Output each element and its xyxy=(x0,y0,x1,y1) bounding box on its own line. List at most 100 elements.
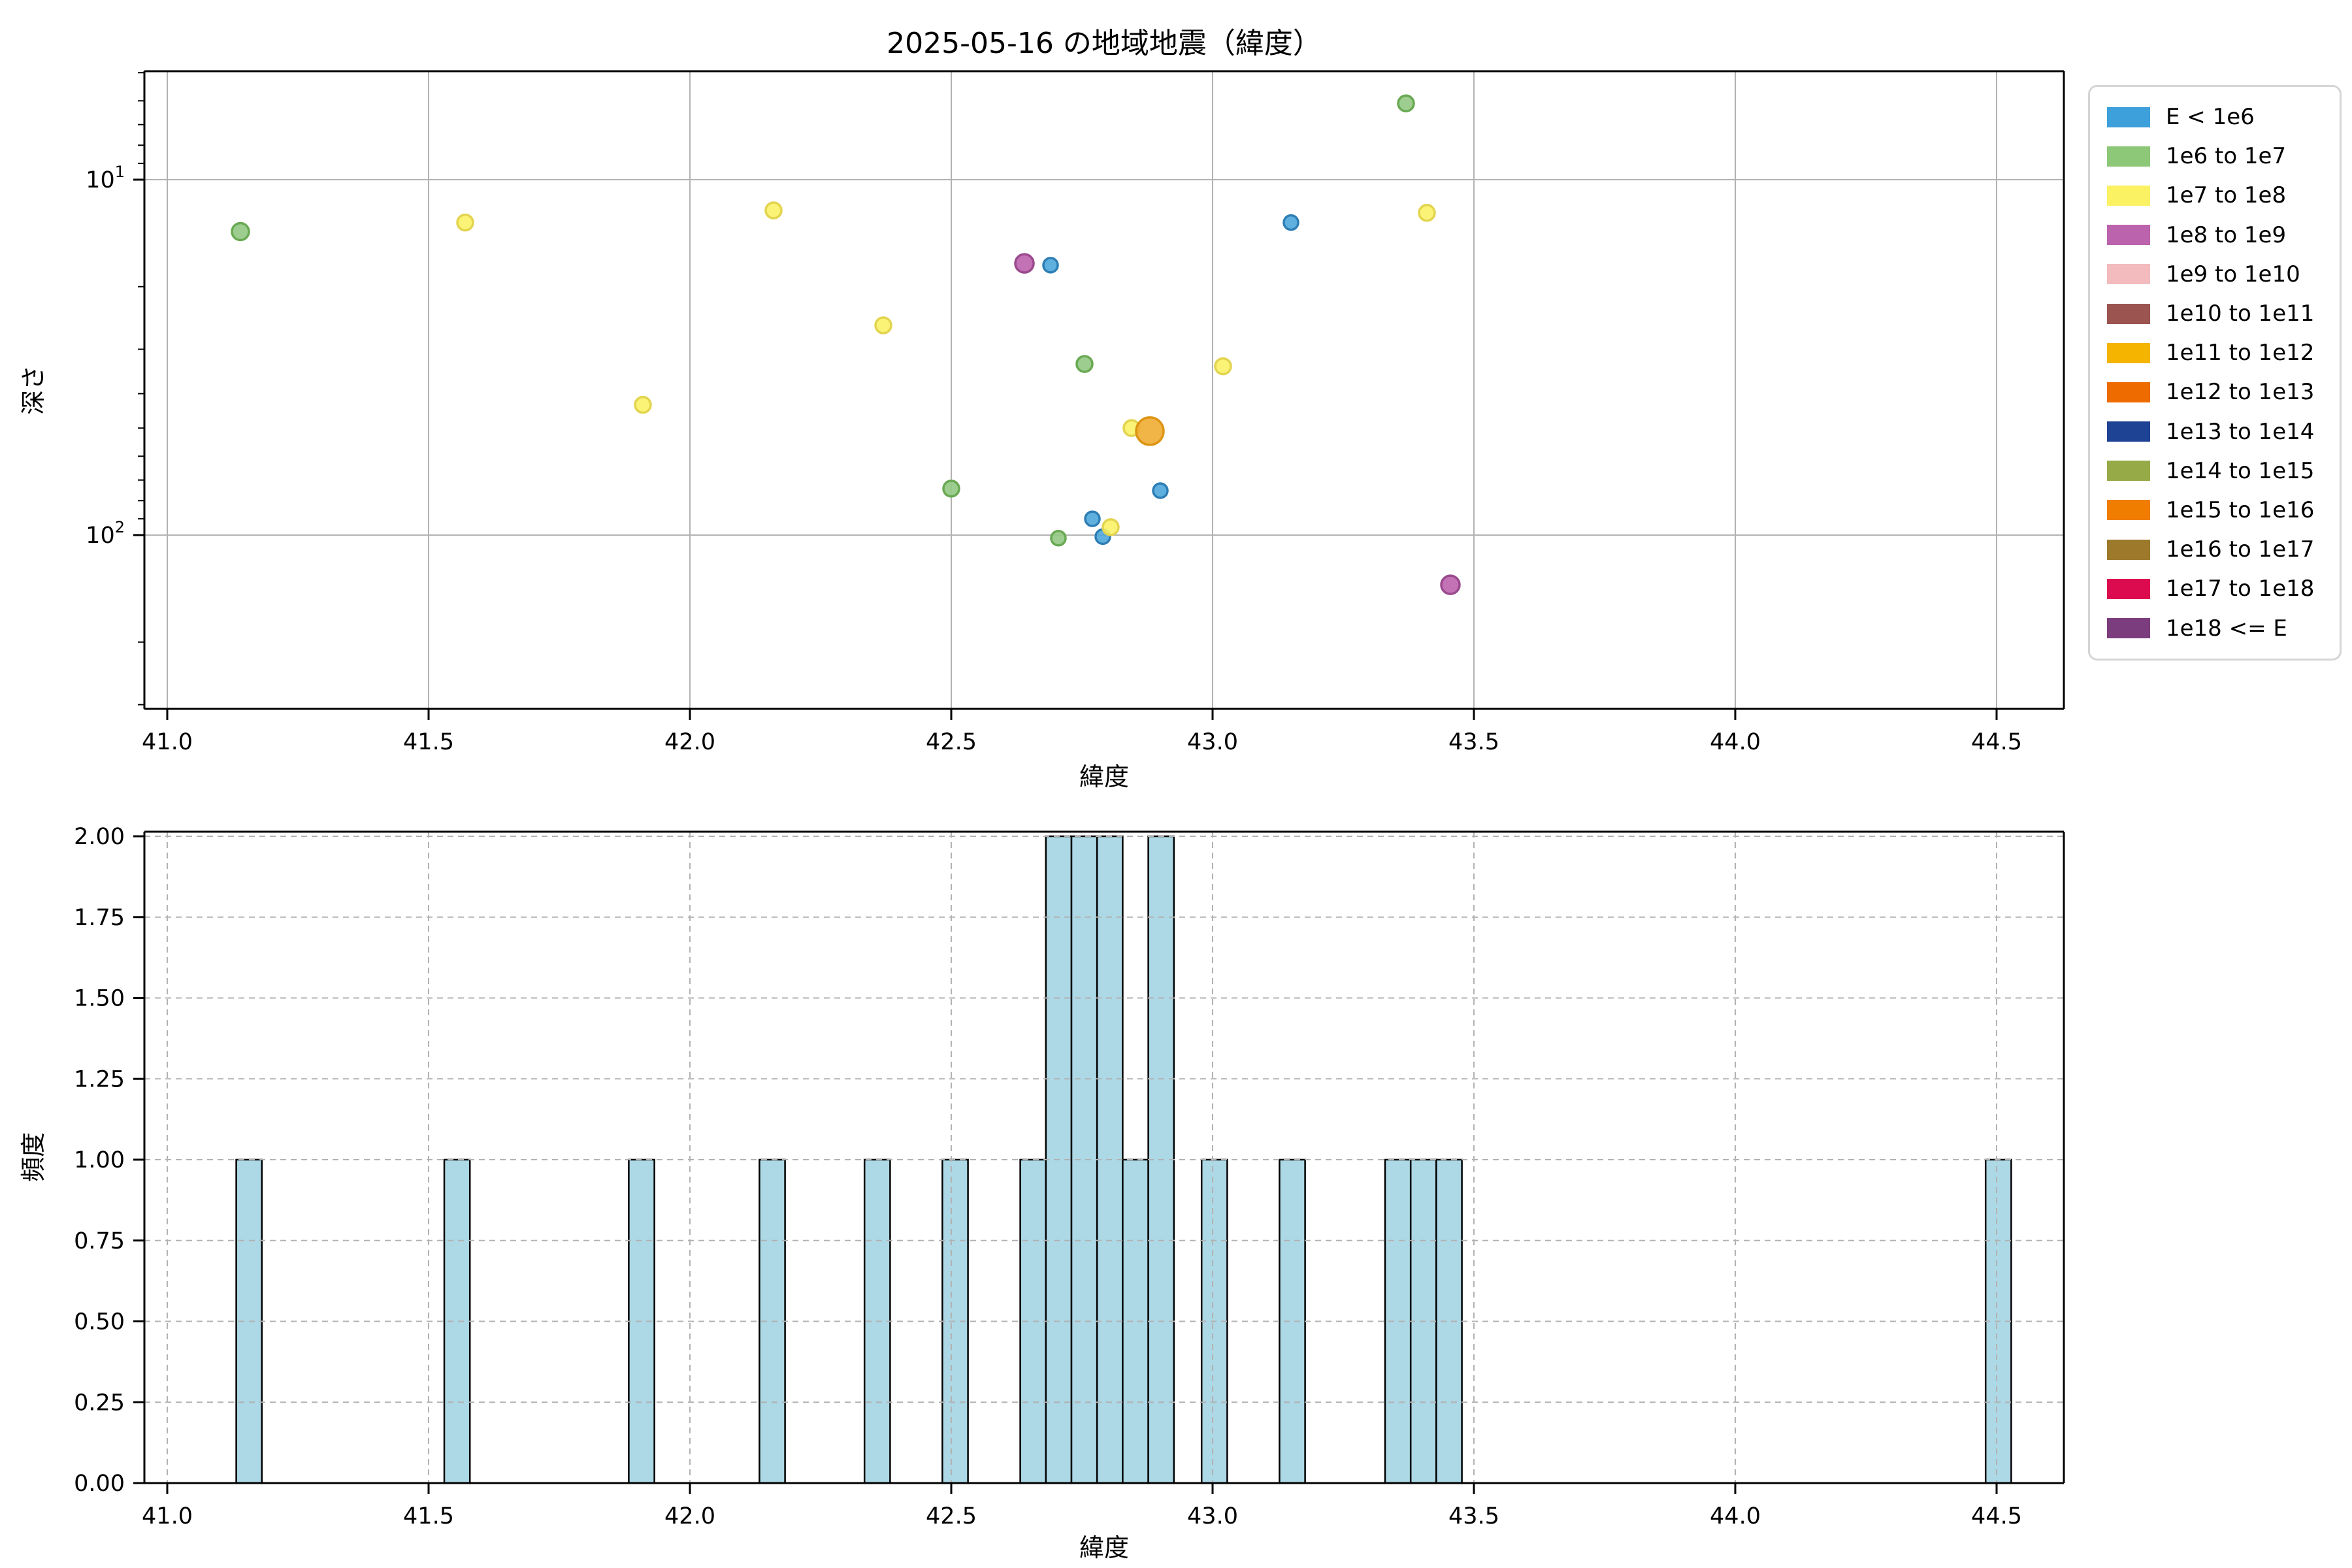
legend-row: 1e18 <= E xyxy=(2090,608,2340,647)
y-tick-label: 1.00 xyxy=(74,1147,125,1173)
histogram-bar xyxy=(1279,1158,1306,1484)
x-tick-label: 41.5 xyxy=(403,729,454,755)
scatter-plot: 41.0 41.5 42.0 42.5 43.0 43.5 44.0 44.5 101 102 xyxy=(86,70,2065,755)
scatter-point xyxy=(1050,529,1067,547)
legend-label: 1e8 to 1e9 xyxy=(2166,221,2287,248)
x-tick-label: 41.0 xyxy=(142,1503,193,1529)
y-tick-label: 102 xyxy=(86,518,125,549)
x-tick-label: 43.0 xyxy=(1187,1503,1238,1529)
legend-label: 1e10 to 1e11 xyxy=(2166,301,2315,327)
scatter-point xyxy=(1102,518,1120,536)
scatter-xaxis-label: 緯度 xyxy=(1079,762,1129,791)
legend-label: 1e17 to 1e18 xyxy=(2166,576,2315,602)
x-tick-label: 44.0 xyxy=(1710,1503,1761,1529)
legend-row: 1e15 to 1e16 xyxy=(2090,491,2340,530)
legend-swatch xyxy=(2107,106,2150,127)
legend-swatch xyxy=(2107,264,2150,285)
legend-label: 1e14 to 1e15 xyxy=(2166,457,2315,484)
y-tick-label: 0.75 xyxy=(74,1228,125,1254)
scatter-point xyxy=(764,201,783,220)
y-tick-label: 0.50 xyxy=(74,1309,125,1335)
legend-row: 1e6 to 1e7 xyxy=(2090,137,2340,176)
x-tick-label: 42.5 xyxy=(926,729,977,755)
scatter-point xyxy=(1084,510,1101,527)
histogram-bar xyxy=(1122,1158,1149,1484)
y-tick-label: 101 xyxy=(86,163,125,193)
scatter-point xyxy=(1014,253,1035,274)
x-tick-label: 44.0 xyxy=(1710,729,1761,755)
legend-swatch xyxy=(2107,461,2150,482)
scatter-yaxis-label: 深さ xyxy=(19,365,48,416)
scatter-point xyxy=(1214,357,1232,376)
legend-label: 1e6 to 1e7 xyxy=(2166,143,2287,170)
histogram-plot: 41.0 41.5 42.0 42.5 43.0 43.5 44.0 44.5 0.00 0.25… xyxy=(74,824,2065,1529)
legend-swatch xyxy=(2107,225,2150,246)
legend-row: 1e13 to 1e14 xyxy=(2090,412,2340,451)
scatter-point xyxy=(1440,574,1461,595)
legend-swatch xyxy=(2107,421,2150,442)
legend-swatch xyxy=(2107,185,2150,206)
scatter-point xyxy=(874,316,892,335)
legend-swatch xyxy=(2107,382,2150,402)
scatter-point xyxy=(1418,204,1436,222)
legend-row: 1e8 to 1e9 xyxy=(2090,216,2340,255)
legend-row: 1e16 to 1e17 xyxy=(2090,530,2340,569)
legend-label: 1e15 to 1e16 xyxy=(2166,497,2315,523)
figure-title: 2025-05-16 の地域地震（緯度） xyxy=(887,27,1322,60)
scatter-point xyxy=(634,395,652,414)
x-tick-label: 43.5 xyxy=(1448,729,1499,755)
legend-row: 1e7 to 1e8 xyxy=(2090,176,2340,215)
scatter-point xyxy=(1397,94,1415,112)
scatter-point xyxy=(1042,257,1059,274)
energy-class-legend: E < 1e6 1e6 to 1e7 1e7 to 1e8 1e8 to 1e9 1e9… xyxy=(2088,85,2342,661)
hist-yaxis-label: 頻度 xyxy=(19,1132,48,1183)
x-tick-label: 44.5 xyxy=(1971,1503,2022,1529)
legend-swatch xyxy=(2107,618,2150,639)
legend-swatch xyxy=(2107,342,2150,363)
x-tick-label: 42.0 xyxy=(664,1503,715,1529)
y-tick-label: 2.00 xyxy=(74,824,125,850)
y-tick-label: 0.25 xyxy=(74,1390,125,1416)
x-tick-label: 42.5 xyxy=(926,1503,977,1529)
scatter-point xyxy=(1282,214,1299,231)
legend-swatch xyxy=(2107,303,2150,324)
x-tick-label: 42.0 xyxy=(664,729,715,755)
scatter-points xyxy=(231,94,1461,595)
legend-row: 1e9 to 1e10 xyxy=(2090,255,2340,294)
legend-row: 1e14 to 1e15 xyxy=(2090,451,2340,491)
x-tick-label: 44.5 xyxy=(1971,729,2022,755)
y-tick-label: 1.75 xyxy=(74,905,125,931)
hist-xaxis-label: 緯度 xyxy=(1079,1533,1129,1562)
scatter-point xyxy=(231,221,250,242)
scatter-point xyxy=(1152,482,1169,499)
histogram-bar xyxy=(1435,1158,1463,1484)
y-tick-label: 1.25 xyxy=(74,1066,125,1092)
y-tick-label: 1.50 xyxy=(74,986,125,1012)
legend-swatch xyxy=(2107,500,2150,521)
legend-swatch xyxy=(2107,578,2150,599)
x-tick-label: 43.0 xyxy=(1187,729,1238,755)
x-tick-label: 41.0 xyxy=(142,729,193,755)
y-tick-label: 0.00 xyxy=(74,1471,125,1497)
legend-label: E < 1e6 xyxy=(2166,104,2255,131)
legend-label: 1e13 to 1e14 xyxy=(2166,418,2315,445)
legend-row: 1e12 to 1e13 xyxy=(2090,372,2340,412)
legend-label: 1e7 to 1e8 xyxy=(2166,182,2287,209)
scatter-point xyxy=(942,480,960,498)
legend-row: 1e17 to 1e18 xyxy=(2090,569,2340,608)
legend-label: 1e9 to 1e10 xyxy=(2166,261,2300,287)
x-tick-label: 41.5 xyxy=(403,1503,454,1529)
histogram-bars xyxy=(235,835,2012,1484)
legend-row: E < 1e6 xyxy=(2090,97,2340,137)
legend-row: 1e10 to 1e11 xyxy=(2090,294,2340,333)
x-tick-label: 43.5 xyxy=(1448,1503,1499,1529)
legend-swatch xyxy=(2107,146,2150,167)
legend-row: 1e11 to 1e12 xyxy=(2090,333,2340,372)
scatter-point xyxy=(1075,355,1094,373)
legend-label: 1e16 to 1e17 xyxy=(2166,536,2315,563)
scatter-point xyxy=(1135,416,1165,446)
legend-label: 1e12 to 1e13 xyxy=(2166,379,2315,406)
legend-swatch xyxy=(2107,539,2150,560)
